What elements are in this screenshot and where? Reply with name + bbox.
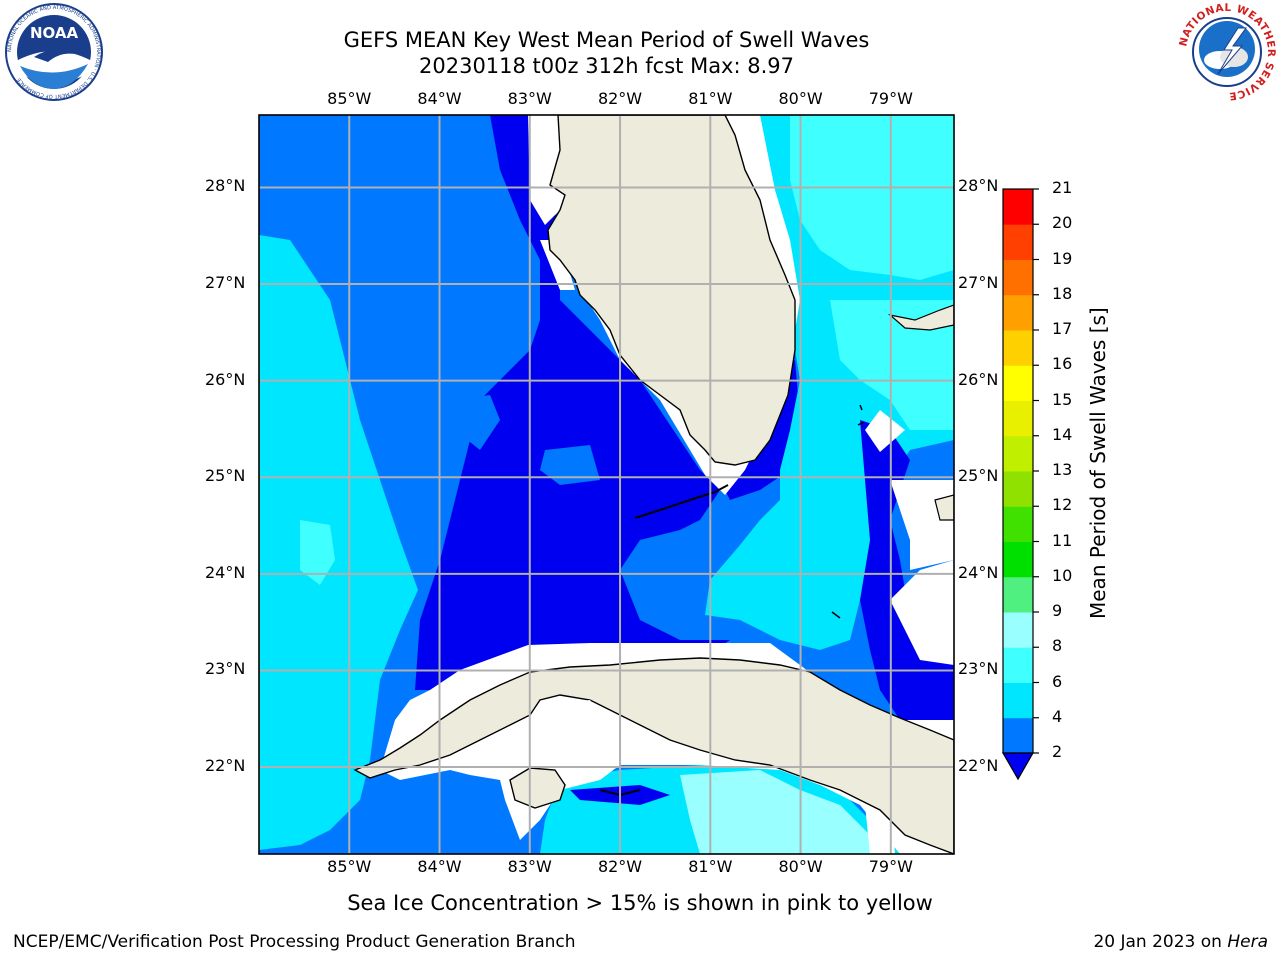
colorbar-segment bbox=[1003, 576, 1033, 613]
lat-label-left: 24°N bbox=[205, 562, 246, 582]
colorbar-tick-label: 21 bbox=[1052, 178, 1073, 197]
lon-label-top: 85°W bbox=[327, 89, 372, 108]
lon-label-bottom: 84°W bbox=[417, 857, 462, 876]
map-frame bbox=[258, 114, 955, 855]
map-plot bbox=[258, 114, 955, 855]
lat-label-right: 23°N bbox=[958, 659, 999, 679]
colorbar-segment bbox=[1003, 189, 1033, 225]
colorbar-segment bbox=[1003, 682, 1033, 719]
colorbar-tick-label: 20 bbox=[1052, 213, 1073, 233]
lat-label-right: 25°N bbox=[958, 466, 999, 486]
colorbar-tick-label: 10 bbox=[1052, 565, 1073, 585]
colorbar-segment bbox=[1003, 647, 1033, 683]
colorbar-tick-label: 18 bbox=[1052, 283, 1073, 303]
colorbar bbox=[1000, 186, 1048, 786]
noaa-logo-text: NOAA bbox=[30, 24, 79, 42]
colorbar-tick-label: 15 bbox=[1052, 389, 1073, 409]
sea-ice-note: Sea Ice Concentration > 15% is shown in … bbox=[347, 891, 933, 915]
lon-label-top: 82°W bbox=[597, 89, 643, 108]
lat-label-left: 26°N bbox=[205, 369, 246, 389]
lat-label-left: 28°N bbox=[205, 176, 246, 196]
lon-label-top: 84°W bbox=[417, 89, 462, 108]
colorbar-segment bbox=[1003, 612, 1033, 648]
colorbar-tick-label: 19 bbox=[1052, 248, 1073, 268]
lat-label-left: 22°N bbox=[205, 756, 246, 776]
graticule bbox=[259, 115, 954, 854]
colorbar-title: Mean Period of Swell Waves [s] bbox=[1086, 307, 1110, 619]
swell-region-light-west bbox=[300, 520, 335, 585]
bahamas-land bbox=[887, 304, 954, 331]
colorbar-graphic bbox=[1001, 188, 1039, 781]
noaa-logo: NOAA NATIONAL OCEANIC AND ATMOSPHERIC AD… bbox=[4, 2, 104, 102]
swell-region-light-east-2 bbox=[830, 300, 954, 430]
colorbar-tick-label: 6 bbox=[1052, 671, 1063, 691]
lat-label-right: 24°N bbox=[958, 562, 999, 582]
lat-label-right: 22°N bbox=[958, 756, 999, 776]
lon-label-top: 80°W bbox=[778, 89, 823, 108]
lon-label-bottom: 81°W bbox=[688, 857, 733, 876]
swell-region-cyan-west bbox=[259, 235, 418, 850]
colorbar-segment bbox=[1003, 506, 1033, 542]
colorbar-segment bbox=[1003, 400, 1033, 437]
colorbar-segment bbox=[1003, 259, 1033, 296]
colorbar-segment bbox=[1003, 541, 1033, 578]
colorbar-segment bbox=[1003, 224, 1033, 260]
colorbar-segment bbox=[1003, 294, 1033, 331]
lat-label-left: 27°N bbox=[205, 273, 246, 293]
florida-land bbox=[547, 115, 796, 466]
lat-label-right: 26°N bbox=[958, 369, 999, 389]
chart-title: GEFS MEAN Key West Mean Period of Swell … bbox=[343, 28, 870, 52]
chart-subtitle: 20230118 t00z 312h fcst Max: 8.97 bbox=[419, 54, 794, 78]
colorbar-tick-label: 12 bbox=[1052, 495, 1073, 515]
footer-date-text: 20 Jan 2023 on bbox=[1093, 932, 1222, 952]
colorbar-segment bbox=[1003, 330, 1033, 366]
nws-logo: NATIONAL WEATHER SERVICE bbox=[1176, 2, 1278, 102]
colorbar-tick-label: 8 bbox=[1052, 636, 1063, 656]
colorbar-segment bbox=[1003, 717, 1033, 754]
colorbar-tick-label: 9 bbox=[1052, 601, 1063, 620]
colorbar-extend-min bbox=[1001, 752, 1035, 781]
lon-label-bottom: 82°W bbox=[597, 857, 643, 876]
map-panel bbox=[258, 114, 955, 855]
lon-label-top: 81°W bbox=[688, 89, 733, 108]
swell-region-blue-island bbox=[455, 395, 500, 450]
lon-label-top: 83°W bbox=[507, 89, 552, 108]
colorbar-tick-label: 4 bbox=[1052, 706, 1063, 726]
colorbar-tick-label: 14 bbox=[1052, 424, 1073, 444]
colorbar-segment bbox=[1003, 471, 1033, 507]
lat-label-right: 28°N bbox=[958, 176, 999, 196]
lon-label-bottom: 85°W bbox=[327, 857, 372, 876]
swell-region-blue-island-2 bbox=[540, 445, 600, 485]
lat-label-left: 23°N bbox=[205, 659, 246, 679]
lat-label-left: 25°N bbox=[205, 466, 246, 486]
lat-label-right: 27°N bbox=[958, 273, 999, 293]
colorbar-tick-label: 11 bbox=[1052, 530, 1073, 550]
lon-label-bottom: 79°W bbox=[868, 857, 913, 876]
lon-label-bottom: 83°W bbox=[507, 857, 552, 876]
swell-region-light-south bbox=[680, 770, 880, 854]
colorbar-tick-label: 2 bbox=[1052, 742, 1063, 761]
isle-of-youth-land bbox=[509, 767, 566, 809]
colorbar-segment bbox=[1003, 435, 1033, 472]
lon-label-bottom: 80°W bbox=[778, 857, 823, 876]
swell-region-dark-central bbox=[415, 115, 730, 690]
colorbar-tick-label: 13 bbox=[1052, 460, 1073, 479]
footer-host: Hera bbox=[1227, 932, 1268, 952]
swell-region-light-east bbox=[790, 115, 954, 280]
lon-label-top: 79°W bbox=[868, 89, 913, 108]
footer-credit: NCEP/EMC/Verification Post Processing Pr… bbox=[13, 932, 576, 952]
colorbar-tick-label: 17 bbox=[1052, 319, 1073, 338]
florida-keys bbox=[634, 484, 729, 519]
footer-date: 20 Jan 2023 on Hera bbox=[1093, 932, 1268, 952]
colorbar-tick-label: 16 bbox=[1052, 354, 1073, 374]
colorbar-segment bbox=[1003, 365, 1033, 401]
